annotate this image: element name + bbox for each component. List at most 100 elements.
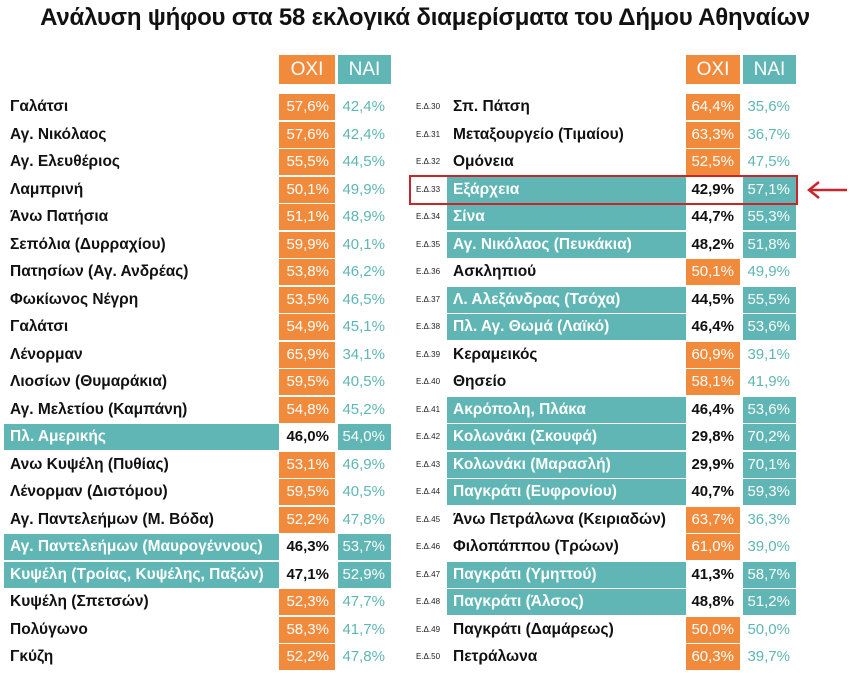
oxi-value: 64,4%	[686, 94, 740, 120]
district-code: Ε.Δ.33	[416, 184, 441, 194]
table-row: Κυψέλη (Σπετσών) 52,3% 47,7%	[0, 589, 850, 615]
oxi-value: 50,1%	[279, 176, 335, 203]
oxi-value: 60,3%	[686, 644, 740, 670]
nai-value: 55,3%	[743, 204, 796, 230]
page-title: Ανάλυση ψήφου στα 58 εκλογικά διαμερίσμα…	[40, 4, 810, 31]
nai-value: 53,7%	[338, 534, 391, 560]
district-name: Εξάρχεια	[447, 176, 686, 203]
district-name: Άνω Πατήσια	[10, 208, 109, 225]
district-name: Λαμπρινή	[10, 180, 84, 198]
nai-value: 51,8%	[743, 231, 796, 258]
district-name: Πετράλωνα	[453, 648, 538, 665]
nai-value: 45,1%	[338, 314, 391, 340]
oxi-value: 52,3%	[279, 589, 335, 615]
table-row: Ανω Κυψέλη (Πυθίας) 53,1% 46,9%	[0, 451, 850, 478]
nai-value: 46,5%	[338, 286, 391, 313]
nai-value: 40,5%	[338, 479, 391, 505]
table-row: Γαλάτσι 57,6% 42,4%	[0, 94, 850, 120]
district-code: Ε.Δ.40	[416, 377, 441, 386]
nai-value: 45,2%	[338, 396, 391, 423]
table-row: Ε.Δ.45 Άνω Πετράλωνα (Κειριαδών) 63,7% 36,3…	[0, 506, 850, 533]
nai-value: 39,7%	[743, 644, 796, 670]
district-name: Αγ. Μελετίου (Καμπάνη)	[10, 400, 188, 418]
district-name: Ανω Κυψέλη (Πυθίας)	[10, 455, 169, 473]
table-row: Κυψέλη (Τροίας, Κυψέλης, Παξών) 47,1% 52,9…	[0, 561, 850, 588]
nai-value: 34,1%	[338, 341, 391, 368]
table-row: Αγ. Μελετίου (Καμπάνη) 54,8% 45,2%	[0, 396, 850, 423]
nai-value: 53,6%	[743, 314, 796, 340]
nai-value: 55,5%	[743, 286, 796, 313]
oxi-value: 57,6%	[279, 121, 335, 148]
district-name: Κολωνάκι (Σκουφά)	[447, 424, 686, 450]
oxi-value: 57,6%	[279, 94, 335, 120]
oxi-value: 44,5%	[686, 286, 740, 313]
district-code: Ε.Δ.36	[416, 267, 441, 276]
district-name: Ακρόπολη, Πλάκα	[447, 396, 686, 423]
oxi-value: 65,9%	[279, 341, 335, 368]
table-row: Αγ. Ελευθέριος 55,5% 44,5%	[0, 149, 850, 175]
district-code: Ε.Δ.35	[416, 239, 441, 249]
district-name: Γαλάτσι	[10, 98, 69, 115]
oxi-value: 44,7%	[686, 204, 740, 230]
nai-value: 40,5%	[338, 369, 391, 395]
nai-value: 36,3%	[743, 506, 796, 533]
district-name: Πλ. Αγ. Θωμά (Λαϊκό)	[447, 314, 686, 340]
nai-value: 70,2%	[743, 424, 796, 450]
district-code: Ε.Δ.49	[416, 624, 441, 634]
table-row: Γαλάτσι 54,9% 45,1%	[0, 314, 850, 340]
oxi-value: 52,2%	[279, 644, 335, 670]
oxi-value: 53,1%	[279, 451, 335, 478]
nai-value: 40,1%	[338, 231, 391, 258]
table-row: Πλ. Αμερικής 46,0% 54,0%	[0, 424, 850, 450]
district-code: Ε.Δ.32	[416, 157, 441, 166]
oxi-value: 52,5%	[686, 149, 740, 175]
district-code: Ε.Δ.37	[416, 294, 441, 304]
nai-value: 42,4%	[338, 94, 391, 120]
nai-value: 47,8%	[338, 644, 391, 670]
nai-value: 35,6%	[743, 94, 796, 120]
table-row: Αγ. Παντελεήμων (Μαυρογέννους) 46,3% 53,7%	[0, 534, 850, 560]
district-code: Ε.Δ.48	[416, 597, 441, 606]
district-code: Ε.Δ.31	[416, 129, 441, 139]
nai-value: 50,0%	[743, 616, 796, 643]
nai-value: 41,9%	[743, 369, 796, 395]
oxi-value: 47,1%	[279, 561, 335, 588]
nai-value: 46,9%	[338, 451, 391, 478]
district-name: Πατησίων (Αγ. Ανδρέας)	[10, 263, 189, 280]
district-name: Αγ. Παντελεήμων (Μαυρογέννους)	[4, 534, 279, 560]
district-name: Ασκληπιού	[453, 263, 537, 280]
district-name: Φωκίωνος Νέγρη	[10, 290, 139, 308]
district-code: Ε.Δ.50	[416, 652, 441, 661]
table-row: Ε.Δ.50 Πετράλωνα 60,3% 39,7%	[0, 644, 850, 670]
district-code: Ε.Δ.38	[416, 322, 441, 331]
right-nai-header: ΝΑΙ	[743, 55, 796, 84]
oxi-value: 46,0%	[279, 424, 335, 450]
nai-value: 53,6%	[743, 396, 796, 423]
district-name: Κεραμεικός	[453, 345, 538, 363]
table-row: Ε.Δ.41 Ακρόπολη, Πλάκα 46,4% 53,6%	[0, 396, 850, 423]
oxi-value: 53,5%	[279, 286, 335, 313]
oxi-value: 54,8%	[279, 396, 335, 423]
table-row: Ε.Δ.42 Κολωνάκι (Σκουφά) 29,8% 70,2%	[0, 424, 850, 450]
oxi-value: 58,1%	[686, 369, 740, 395]
oxi-value: 48,2%	[686, 231, 740, 258]
table-row: Ε.Δ.31 Μεταξουργείο (Τιμαίου) 63,3% 36,7%	[0, 121, 850, 148]
district-name: Κυψέλη (Τροίας, Κυψέλης, Παξών)	[4, 561, 279, 588]
district-name: Αγ. Νικόλαος (Πευκάκια)	[447, 231, 686, 258]
table-row: Πολύγωνο 58,3% 41,7%	[0, 616, 850, 643]
district-name: Σεπόλια (Δυρραχίου)	[10, 235, 166, 253]
left-oxi-header: ΟΧΙ	[279, 55, 335, 84]
nai-value: 46,2%	[338, 259, 391, 285]
oxi-value: 51,1%	[279, 204, 335, 230]
table-row: Ε.Δ.44 Παγκράτι (Ευφρονίου) 40,7% 59,3%	[0, 479, 850, 505]
table-row: Λαμπρινή 50,1% 49,9%	[0, 176, 850, 203]
oxi-value: 50,0%	[686, 616, 740, 643]
district-name: Αγ. Νικόλαος	[10, 125, 107, 143]
table-row: Ε.Δ.36 Ασκληπιού 50,1% 49,9%	[0, 259, 850, 285]
oxi-value: 41,3%	[686, 561, 740, 588]
district-name: Γαλάτσι	[10, 318, 69, 335]
district-name: Κυψέλη (Σπετσών)	[10, 593, 149, 610]
nai-value: 49,9%	[743, 259, 796, 285]
table-row: Ε.Δ.32 Ομόνεια 52,5% 47,5%	[0, 149, 850, 175]
oxi-value: 61,0%	[686, 534, 740, 560]
